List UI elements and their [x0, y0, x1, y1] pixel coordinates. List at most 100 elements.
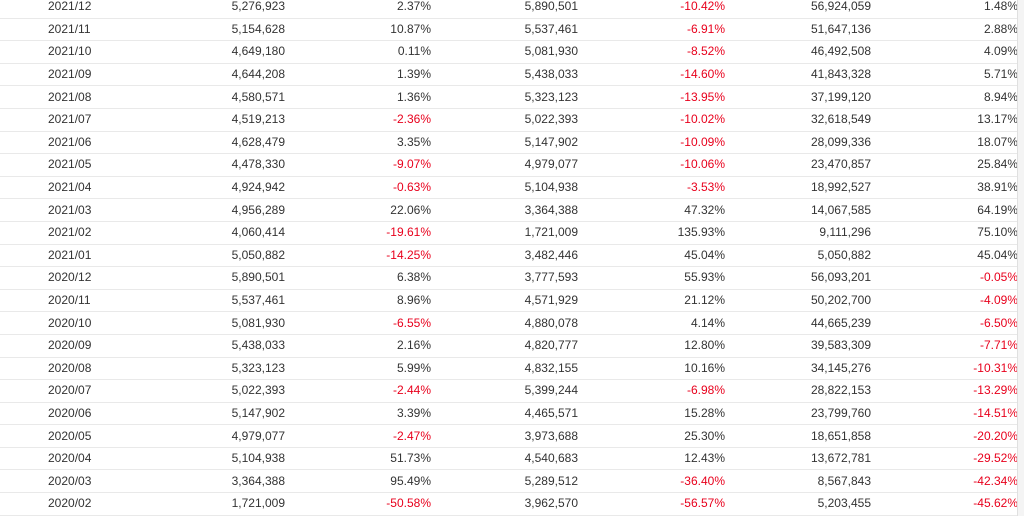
percent-cell-2: 12.43% [578, 447, 725, 471]
value-cell-3: 51,647,136 [725, 18, 871, 42]
percent-cell-1: -50.58% [285, 492, 431, 516]
percent-cell-1: -19.61% [285, 221, 431, 245]
table-row: 2020/12 5,890,501 6.38% 3,777,593 55.93%… [0, 266, 1018, 290]
percent-cell-2: -10.09% [578, 131, 725, 155]
value-cell-3: 32,618,549 [725, 108, 871, 132]
value-cell-2: 5,438,033 [431, 63, 578, 87]
percent-cell-1: 1.39% [285, 63, 431, 87]
value-cell-1: 3,364,388 [96, 469, 285, 494]
percent-cell-2: 135.93% [578, 221, 725, 245]
value-cell-1: 5,537,461 [96, 289, 285, 313]
value-cell-3: 18,651,858 [725, 424, 871, 448]
percent-cell-2: -56.57% [578, 492, 725, 516]
value-cell-1: 4,924,942 [96, 176, 285, 200]
value-cell-3: 5,050,882 [725, 244, 871, 268]
percent-cell-2: -10.42% [578, 0, 725, 19]
value-cell-2: 3,482,446 [431, 244, 578, 268]
value-cell-1: 4,956,289 [96, 198, 285, 222]
percent-cell-2: -14.60% [578, 63, 725, 87]
value-cell-3: 5,203,455 [725, 492, 871, 516]
value-cell-2: 1,721,009 [431, 221, 578, 245]
value-cell-2: 5,890,501 [431, 0, 578, 19]
value-cell-2: 4,571,929 [431, 289, 578, 313]
value-cell-3: 28,099,336 [725, 131, 871, 155]
percent-cell-2: 10.16% [578, 357, 725, 381]
value-cell-2: 4,832,155 [431, 357, 578, 381]
percent-cell-2: -6.91% [578, 18, 725, 42]
percent-cell-3: 8.94% [871, 85, 1018, 109]
vertical-scrollbar[interactable] [1017, 0, 1024, 516]
table-row: 2020/08 5,323,123 5.99% 4,832,155 10.16%… [0, 357, 1018, 381]
month-cell: 2021/11 [0, 18, 96, 42]
percent-cell-1: 22.06% [285, 198, 431, 222]
value-cell-3: 34,145,276 [725, 357, 871, 381]
percent-cell-1: 6.38% [285, 266, 431, 290]
percent-cell-3: 45.04% [871, 244, 1018, 268]
value-cell-3: 14,067,585 [725, 198, 871, 222]
value-cell-2: 4,880,078 [431, 311, 578, 335]
table-row: 2020/11 5,537,461 8.96% 4,571,929 21.12%… [0, 289, 1018, 313]
value-cell-3: 9,111,296 [725, 221, 871, 245]
month-cell: 2020/04 [0, 447, 96, 471]
value-cell-1: 5,323,123 [96, 357, 285, 381]
percent-cell-3: -13.29% [871, 379, 1018, 403]
value-cell-1: 4,580,571 [96, 85, 285, 109]
table-row: 2020/09 5,438,033 2.16% 4,820,777 12.80%… [0, 334, 1018, 358]
month-cell: 2021/07 [0, 108, 96, 132]
value-cell-2: 3,364,388 [431, 198, 578, 222]
month-cell: 2020/09 [0, 334, 96, 358]
month-cell: 2021/05 [0, 153, 96, 177]
percent-cell-2: -36.40% [578, 469, 725, 494]
value-cell-1: 4,628,479 [96, 131, 285, 155]
month-cell: 2021/03 [0, 198, 96, 222]
percent-cell-2: -8.52% [578, 40, 725, 64]
percent-cell-1: 2.37% [285, 0, 431, 19]
percent-cell-2: 47.32% [578, 198, 725, 222]
value-cell-3: 41,843,328 [725, 63, 871, 87]
percent-cell-3: -4.09% [871, 289, 1018, 313]
value-cell-2: 4,979,077 [431, 153, 578, 177]
value-cell-2: 3,777,593 [431, 266, 578, 290]
percent-cell-1: 3.35% [285, 131, 431, 155]
percent-cell-2: -10.06% [578, 153, 725, 177]
value-cell-2: 4,820,777 [431, 334, 578, 358]
percent-cell-1: -2.47% [285, 424, 431, 448]
value-cell-2: 5,323,123 [431, 85, 578, 109]
month-cell: 2020/10 [0, 311, 96, 335]
percent-cell-1: 5.99% [285, 357, 431, 381]
value-cell-3: 56,093,201 [725, 266, 871, 290]
table-row: 2021/10 4,649,180 0.11% 5,081,930 -8.52%… [0, 40, 1018, 64]
percent-cell-3: -0.05% [871, 266, 1018, 290]
month-cell: 2020/07 [0, 379, 96, 403]
value-cell-1: 5,154,628 [96, 18, 285, 42]
month-cell: 2021/02 [0, 221, 96, 245]
percent-cell-1: 10.87% [285, 18, 431, 42]
table-row: 2020/05 4,979,077 -2.47% 3,973,688 25.30… [0, 424, 1018, 448]
percent-cell-1: 2.16% [285, 334, 431, 358]
value-cell-3: 8,567,843 [725, 469, 871, 494]
percent-cell-2: 15.28% [578, 402, 725, 426]
percent-cell-1: 1.36% [285, 85, 431, 109]
value-cell-3: 37,199,120 [725, 85, 871, 109]
month-cell: 2020/03 [0, 469, 96, 494]
month-cell: 2021/04 [0, 176, 96, 200]
value-cell-1: 5,022,393 [96, 379, 285, 403]
percent-cell-1: 51.73% [285, 447, 431, 471]
value-cell-1: 5,438,033 [96, 334, 285, 358]
value-cell-1: 4,979,077 [96, 424, 285, 448]
value-cell-3: 23,470,857 [725, 153, 871, 177]
percent-cell-1: -2.36% [285, 108, 431, 132]
value-cell-1: 5,104,938 [96, 447, 285, 471]
month-cell: 2020/08 [0, 357, 96, 381]
percent-cell-1: 3.39% [285, 402, 431, 426]
value-cell-2: 5,104,938 [431, 176, 578, 200]
percent-cell-3: 38.91% [871, 176, 1018, 200]
value-cell-1: 5,890,501 [96, 266, 285, 290]
table-row: 2021/03 4,956,289 22.06% 3,364,388 47.32… [0, 198, 1018, 222]
table-row: 2020/02 1,721,009 -50.58% 3,962,570 -56.… [0, 492, 1018, 516]
percent-cell-1: 95.49% [285, 469, 431, 494]
table-row: 2021/04 4,924,942 -0.63% 5,104,938 -3.53… [0, 176, 1018, 200]
percent-cell-3: 13.17% [871, 108, 1018, 132]
